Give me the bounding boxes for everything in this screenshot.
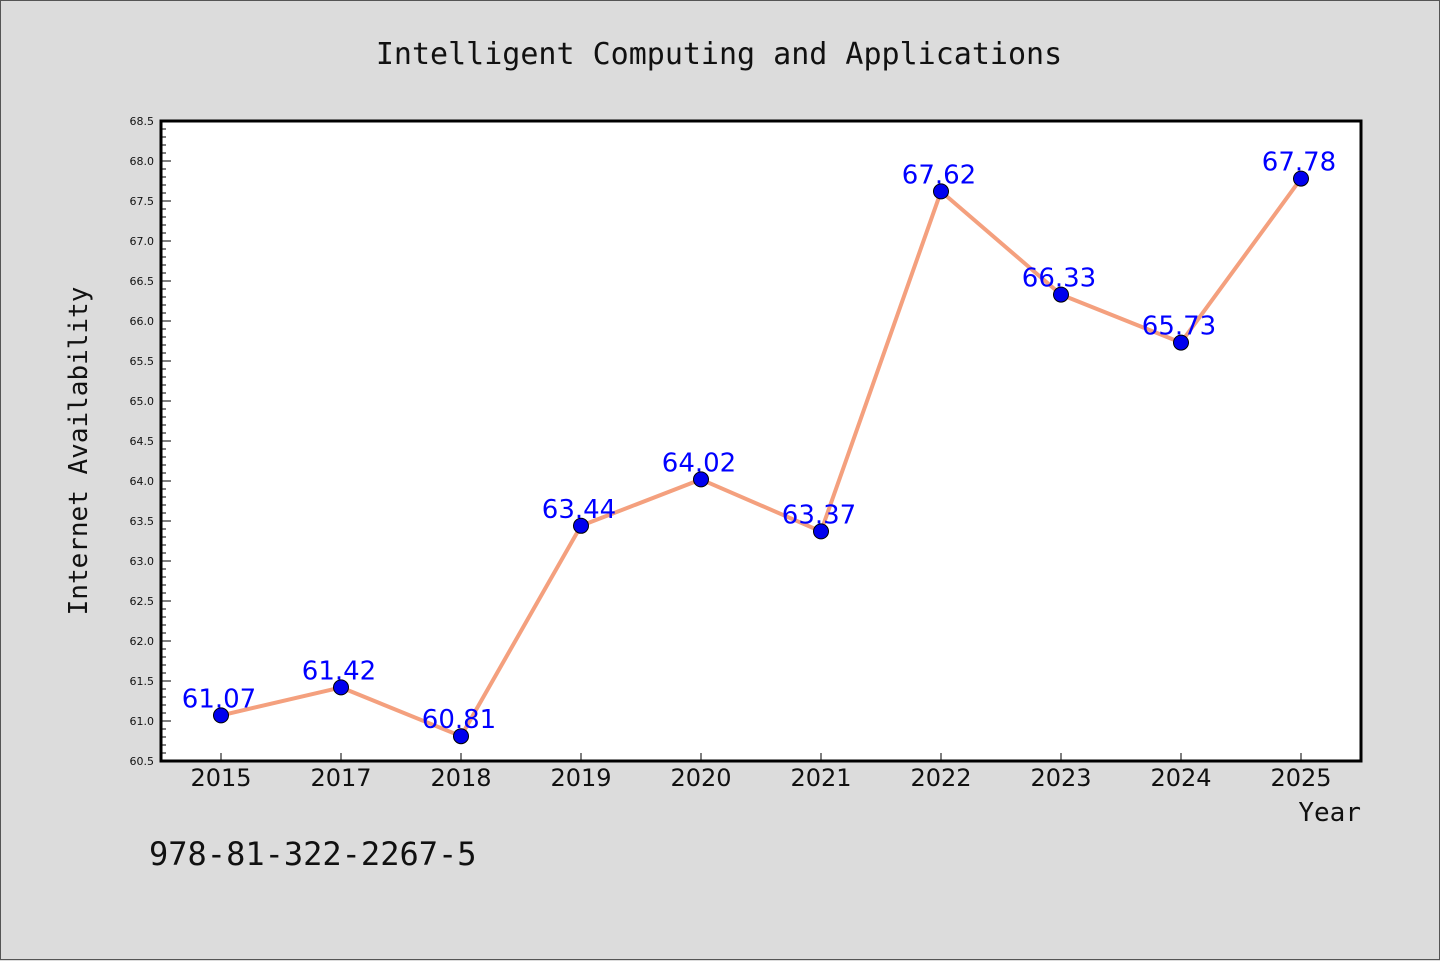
y-axis: 60.5 61.0 61.5 62.0 62.5 63.0 63.5 64.0 64.5 65.0… — [130, 115, 171, 768]
data-point — [693, 471, 709, 488]
x-tick-label: 2018 — [430, 764, 491, 792]
y-tick-label: 67.5 — [130, 195, 155, 208]
x-tick-label: 2021 — [790, 764, 851, 792]
y-tick-label: 62.5 — [130, 595, 155, 608]
x-tick-label: 2017 — [310, 764, 371, 792]
data-point — [813, 523, 829, 540]
x-tick-label: 2024 — [1150, 764, 1211, 792]
y-tick-label: 61.0 — [130, 715, 155, 728]
y-tick-label: 66.5 — [130, 275, 155, 288]
x-tick-label: 2023 — [1030, 764, 1091, 792]
y-tick-label: 68.5 — [130, 115, 155, 128]
y-tick-label: 68.0 — [130, 155, 155, 168]
x-tick-label: 2022 — [910, 764, 971, 792]
data-label: 63.44 — [542, 495, 616, 525]
data-point — [1293, 170, 1309, 187]
data-label: 64.02 — [662, 448, 736, 478]
data-label: 61.42 — [302, 656, 376, 686]
isbn-label: 978-81-322-2267-5 — [149, 835, 477, 873]
data-label: 67.78 — [1262, 148, 1336, 178]
data-label: 63.37 — [782, 500, 856, 530]
data-point — [453, 728, 469, 745]
series-path — [220, 177, 1303, 739]
series-line: 61.07 61.42 60.81 63.44 64.02 63.37 67.62 66.33… — [182, 148, 1336, 745]
data-label: 65.73 — [1142, 312, 1216, 342]
data-point — [213, 707, 229, 724]
data-point — [933, 183, 949, 200]
data-label: 66.33 — [1022, 264, 1096, 294]
x-tick-label: 2025 — [1270, 764, 1331, 792]
y-tick-label: 63.0 — [130, 555, 155, 568]
y-tick-label: 64.0 — [130, 475, 155, 488]
data-point — [333, 679, 349, 696]
y-tick-label: 65.5 — [130, 355, 155, 368]
data-point — [573, 517, 589, 534]
chart-title: Intelligent Computing and Applications — [376, 37, 1062, 72]
data-label: 61.07 — [182, 684, 256, 714]
y-axis-label: Internet Availability — [64, 287, 94, 616]
data-label: 60.81 — [422, 705, 496, 735]
x-axis-label: Year — [1298, 798, 1361, 828]
y-tick-label: 66.0 — [130, 315, 155, 328]
data-point — [1173, 334, 1189, 351]
y-tick-label: 62.0 — [130, 635, 155, 648]
x-tick-label: 2020 — [670, 764, 731, 792]
y-tick-label: 65.0 — [130, 395, 155, 408]
x-axis: 2015 2017 2018 2019 2020 2021 2022 2023 2024 2025 — [190, 753, 1332, 792]
y-tick-label: 60.5 — [130, 755, 155, 768]
y-tick-label: 67.0 — [130, 235, 155, 248]
x-tick-label: 2019 — [550, 764, 611, 792]
data-label: 67.62 — [902, 160, 976, 190]
plot-area — [159, 119, 1363, 763]
y-tick-label: 63.5 — [130, 515, 155, 528]
data-point — [1053, 286, 1069, 303]
y-tick-label: 61.5 — [130, 675, 155, 688]
y-tick-label: 64.5 — [130, 435, 155, 448]
x-tick-label: 2015 — [190, 764, 251, 792]
